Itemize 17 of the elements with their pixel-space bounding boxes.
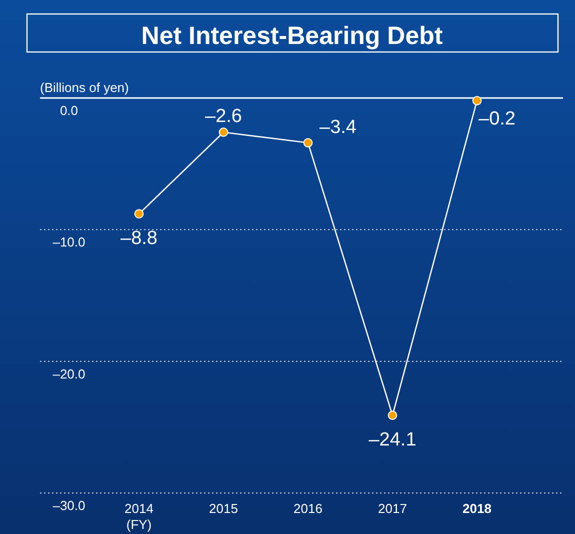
x-tick-label: 2017 (378, 501, 407, 516)
chart-title: Net Interest-Bearing Debt (141, 22, 444, 50)
data-label: –8.8 (120, 228, 158, 249)
x-tick-label: 2016 (294, 501, 322, 516)
y-tick-label: –20.0 (52, 366, 86, 382)
y-tick-label: –10.0 (52, 234, 86, 250)
x-tick-label: 2015 (209, 501, 238, 516)
data-label: –2.6 (205, 106, 242, 128)
x-tick-label: 2018 (462, 501, 492, 516)
y-tick-label: –30.0 (52, 498, 86, 513)
data-label: –24.1 (368, 429, 416, 450)
y-axis-title: (Billions of yen) (40, 80, 129, 95)
data-label: –3.4 (320, 116, 357, 138)
x-tick-label: 2014 (124, 501, 154, 516)
data-label: –0.2 (478, 108, 516, 130)
x-axis-title: (FY) (126, 517, 152, 532)
y-tick-label: 0.0 (60, 103, 78, 118)
